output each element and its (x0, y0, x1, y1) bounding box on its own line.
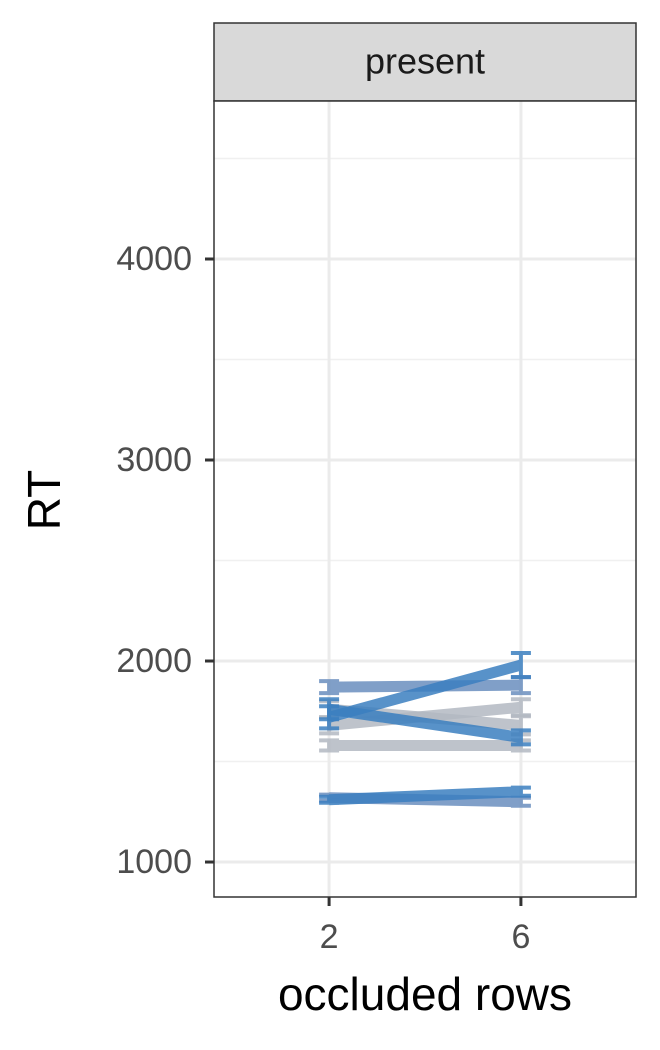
error-bar (319, 679, 340, 696)
x-axis-title: occluded rows (278, 968, 572, 1020)
y-axis-title: RT (18, 470, 70, 531)
x-tick-label: 6 (511, 918, 530, 956)
y-tick-label: 1000 (116, 843, 192, 881)
series (319, 650, 531, 731)
y-tick-label: 2000 (116, 642, 192, 680)
error-bar (510, 785, 531, 798)
strip-label: present (365, 41, 485, 82)
line (327, 659, 523, 723)
panel-border (213, 100, 637, 898)
y-tick-label: 3000 (116, 441, 192, 479)
error-bar (510, 795, 531, 808)
error-bar (510, 650, 531, 680)
x-tick-label: 2 (320, 918, 339, 956)
error-bar (510, 728, 531, 747)
y-tick-label: 4000 (116, 240, 192, 278)
series (319, 738, 531, 753)
strip (213, 22, 637, 102)
panel (214, 101, 636, 897)
error-bar (319, 794, 340, 805)
error-bar (319, 704, 340, 731)
line (328, 786, 522, 806)
error-bar (319, 738, 340, 753)
series (319, 785, 531, 806)
